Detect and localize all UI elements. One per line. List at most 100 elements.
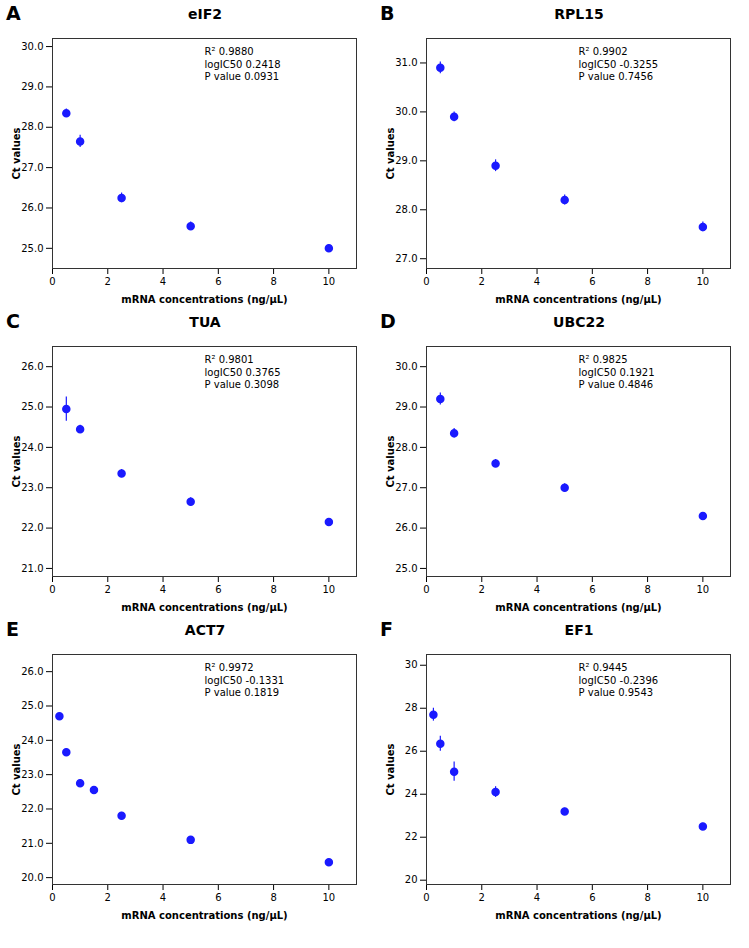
svg-text:29.0: 29.0 — [395, 401, 417, 412]
html-text:UBC22: UBC22 — [553, 314, 605, 330]
svg-text:6: 6 — [589, 276, 595, 287]
svg-text:25.0: 25.0 — [395, 563, 417, 574]
svg-text:mRNA concentrations (ng/μL): mRNA concentrations (ng/μL) — [495, 602, 661, 613]
svg-text:21.0: 21.0 — [21, 563, 43, 574]
svg-text:25.0: 25.0 — [21, 401, 43, 412]
svg-text:4: 4 — [534, 584, 540, 595]
html-text:A: A — [6, 2, 21, 24]
svg-text:R² 0.9972logIC50 -0.1331P valu: R² 0.9972logIC50 -0.1331P value 0.1819 — [205, 662, 285, 698]
svg-text:20: 20 — [405, 874, 418, 885]
svg-text:24: 24 — [405, 788, 418, 799]
svg-text:4: 4 — [160, 584, 166, 595]
svg-text:24.0: 24.0 — [21, 735, 43, 746]
svg-text:8: 8 — [644, 892, 650, 903]
svg-text:4: 4 — [534, 276, 540, 287]
svg-text:mRNA concentrations (ng/μL): mRNA concentrations (ng/μL) — [495, 910, 661, 921]
svg-text:10: 10 — [322, 584, 335, 595]
svg-text:2: 2 — [105, 584, 111, 595]
svg-text:28.0: 28.0 — [395, 204, 417, 215]
svg-text:2: 2 — [479, 276, 485, 287]
html-text:ACT7: ACT7 — [184, 622, 226, 638]
svg-text:mRNA concentrations (ng/μL): mRNA concentrations (ng/μL) — [121, 910, 287, 921]
svg-text:28.0: 28.0 — [21, 121, 43, 132]
svg-text:6: 6 — [589, 584, 595, 595]
html-text:RPL15: RPL15 — [554, 6, 604, 22]
svg-text:22.0: 22.0 — [21, 803, 43, 814]
svg-text:R² 0.9445logIC50 -0.2396P valu: R² 0.9445logIC50 -0.2396P value 0.9543 — [579, 662, 659, 698]
svg-text:mRNA concentrations (ng/μL): mRNA concentrations (ng/μL) — [121, 602, 287, 613]
svg-text:28: 28 — [405, 702, 418, 713]
svg-text:2: 2 — [105, 276, 111, 287]
svg-text:Ct values: Ct values — [11, 435, 22, 487]
svg-text:27.0: 27.0 — [21, 162, 43, 173]
svg-text:4: 4 — [534, 892, 540, 903]
svg-text:2: 2 — [479, 892, 485, 903]
svg-text:6: 6 — [215, 892, 221, 903]
html-text:TUA: TUA — [189, 314, 221, 330]
svg-text:0: 0 — [49, 584, 55, 595]
svg-text:0: 0 — [49, 276, 55, 287]
svg-text:2: 2 — [479, 584, 485, 595]
svg-text:22.0: 22.0 — [21, 522, 43, 533]
svg-text:27.0: 27.0 — [395, 482, 417, 493]
svg-text:20.0: 20.0 — [21, 872, 43, 883]
svg-text:8: 8 — [644, 276, 650, 287]
svg-text:25.0: 25.0 — [21, 243, 43, 254]
svg-text:30.0: 30.0 — [395, 106, 417, 117]
svg-text:8: 8 — [644, 584, 650, 595]
svg-text:10: 10 — [696, 276, 709, 287]
svg-text:Ct values: Ct values — [11, 743, 22, 795]
svg-text:26.0: 26.0 — [21, 666, 43, 677]
html-text:B: B — [380, 2, 395, 24]
svg-text:Ct values: Ct values — [385, 743, 396, 795]
svg-text:26.0: 26.0 — [21, 361, 43, 372]
svg-text:R² 0.9825logIC50 0.1921P value: R² 0.9825logIC50 0.1921P value 0.4846 — [579, 354, 655, 390]
svg-text:26.0: 26.0 — [395, 522, 417, 533]
svg-text:R² 0.9902logIC50 -0.3255P valu: R² 0.9902logIC50 -0.3255P value 0.7456 — [579, 46, 659, 82]
html-text:C: C — [6, 310, 20, 332]
svg-text:24.0: 24.0 — [21, 442, 43, 453]
svg-text:4: 4 — [160, 892, 166, 903]
svg-text:0: 0 — [423, 276, 429, 287]
svg-text:10: 10 — [696, 584, 709, 595]
svg-text:8: 8 — [270, 276, 276, 287]
svg-text:10: 10 — [322, 276, 335, 287]
svg-text:6: 6 — [589, 892, 595, 903]
svg-text:30: 30 — [405, 659, 418, 670]
svg-text:26.0: 26.0 — [21, 202, 43, 213]
svg-text:0: 0 — [49, 892, 55, 903]
svg-text:Ct values: Ct values — [385, 127, 396, 179]
svg-text:8: 8 — [270, 584, 276, 595]
svg-text:Ct values: Ct values — [11, 127, 22, 179]
svg-text:28.0: 28.0 — [395, 442, 417, 453]
html-text:eIF2: eIF2 — [188, 6, 222, 22]
svg-text:29.0: 29.0 — [395, 155, 417, 166]
svg-text:6: 6 — [215, 584, 221, 595]
svg-text:22: 22 — [405, 831, 418, 842]
svg-text:2: 2 — [105, 892, 111, 903]
svg-text:8: 8 — [270, 892, 276, 903]
svg-text:21.0: 21.0 — [21, 838, 43, 849]
svg-text:10: 10 — [696, 892, 709, 903]
svg-text:26: 26 — [405, 745, 418, 756]
svg-text:31.0: 31.0 — [395, 57, 417, 68]
svg-text:R² 0.9880logIC50 0.2418P value: R² 0.9880logIC50 0.2418P value 0.0931 — [205, 46, 281, 82]
svg-text:25.0: 25.0 — [21, 700, 43, 711]
svg-text:R² 0.9801logIC50 0.3765P value: R² 0.9801logIC50 0.3765P value 0.3098 — [205, 354, 281, 390]
svg-text:23.0: 23.0 — [21, 769, 43, 780]
svg-text:Ct values: Ct values — [385, 435, 396, 487]
html-text:D: D — [380, 310, 396, 332]
svg-text:27.0: 27.0 — [395, 253, 417, 264]
svg-text:4: 4 — [160, 276, 166, 287]
html-text:EF1: EF1 — [564, 622, 594, 638]
svg-text:mRNA concentrations (ng/μL): mRNA concentrations (ng/μL) — [121, 294, 287, 305]
svg-text:29.0: 29.0 — [21, 81, 43, 92]
svg-text:23.0: 23.0 — [21, 482, 43, 493]
svg-text:30.0: 30.0 — [395, 361, 417, 372]
svg-text:30.0: 30.0 — [21, 41, 43, 52]
svg-text:0: 0 — [423, 584, 429, 595]
svg-text:0: 0 — [423, 892, 429, 903]
svg-text:10: 10 — [322, 892, 335, 903]
svg-text:mRNA concentrations (ng/μL): mRNA concentrations (ng/μL) — [495, 294, 661, 305]
svg-text:6: 6 — [215, 276, 221, 287]
